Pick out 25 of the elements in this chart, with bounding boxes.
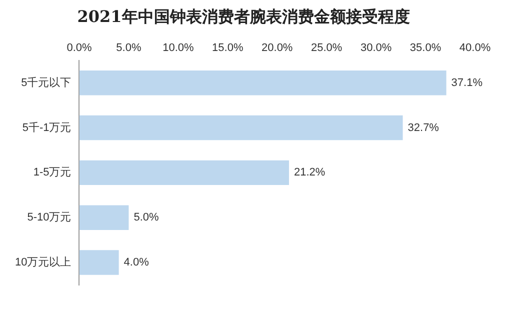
chart-title: 2021年中国钟表消费者腕表消费金额接受程度 xyxy=(77,6,410,26)
x-tick-label: 35.0% xyxy=(410,42,442,54)
x-tick-label: 40.0% xyxy=(459,42,491,54)
bar xyxy=(79,205,129,230)
y-tick-label: 10万元以上 xyxy=(14,256,72,269)
data-label: 5.0% xyxy=(134,212,159,224)
x-tick-label: 15.0% xyxy=(212,42,244,54)
x-tick-label: 10.0% xyxy=(162,42,194,54)
x-tick-label: 25.0% xyxy=(310,42,342,54)
bar xyxy=(79,70,446,96)
x-tick-label: 0.0% xyxy=(66,42,92,54)
y-tick-label: 5-10万元 xyxy=(27,212,72,224)
bar xyxy=(79,250,119,275)
y-tick-label: 5千元以下 xyxy=(21,76,72,89)
data-label: 37.1% xyxy=(451,76,483,89)
data-label: 32.7% xyxy=(408,122,440,134)
data-label: 4.0% xyxy=(124,256,150,269)
y-tick-label: 5千-1万元 xyxy=(22,120,72,134)
bar xyxy=(79,160,289,186)
x-tick-label: 20.0% xyxy=(262,42,293,54)
x-tick-label: 5.0% xyxy=(116,42,142,54)
data-label: 21.2% xyxy=(294,166,326,179)
bar xyxy=(79,115,403,140)
x-tick-label: 30.0% xyxy=(360,42,392,54)
y-tick-label: 1-5万元 xyxy=(33,166,72,179)
